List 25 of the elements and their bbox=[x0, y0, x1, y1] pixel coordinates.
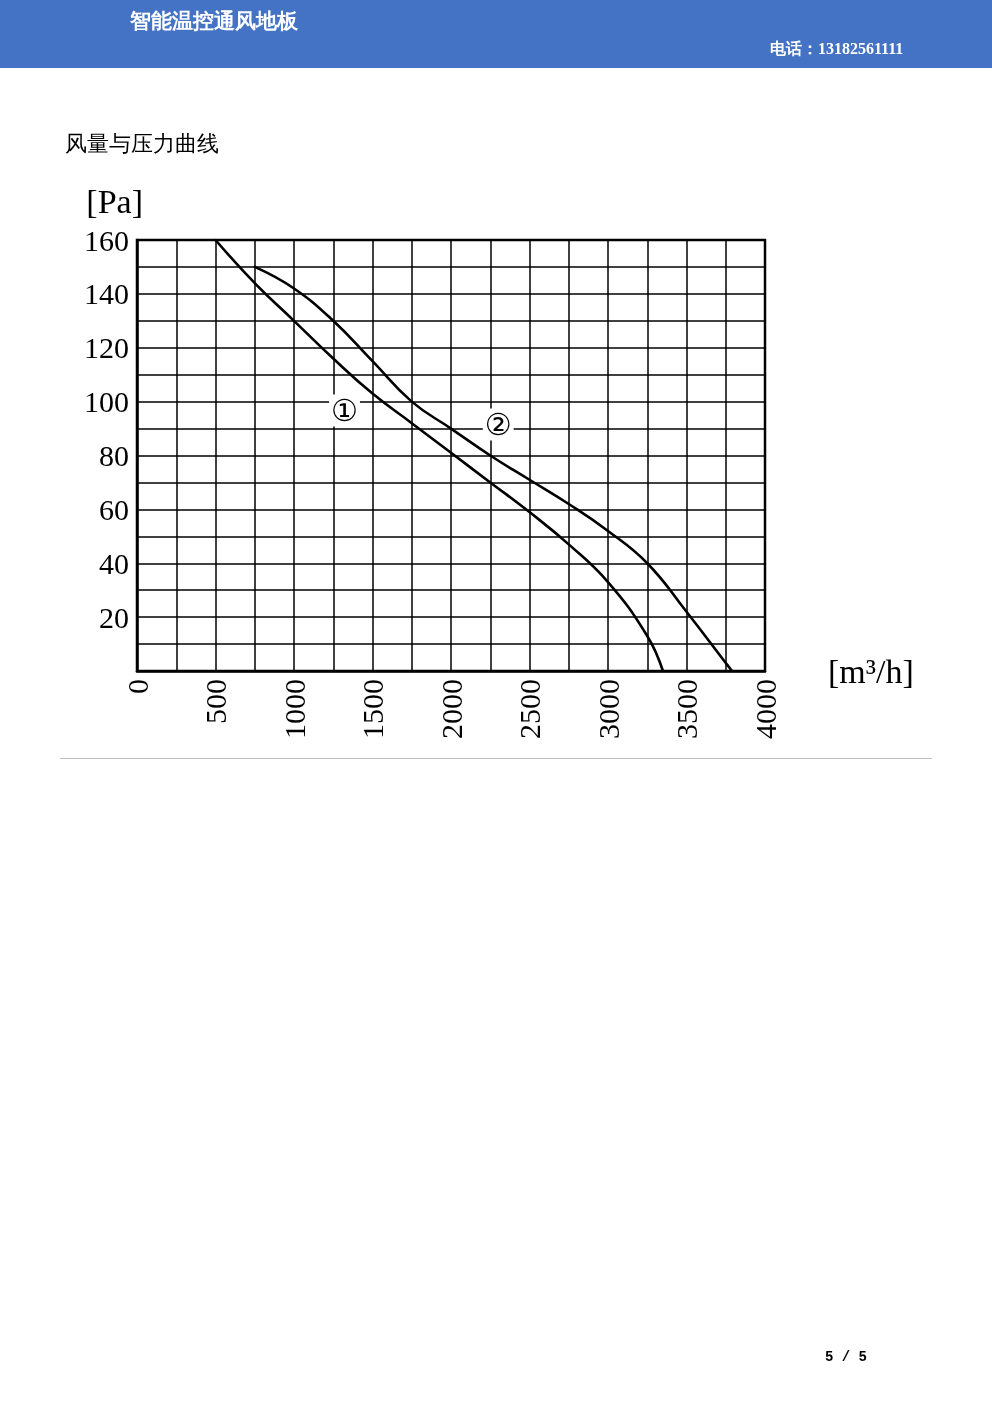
y-axis-title: [Pa] bbox=[86, 182, 143, 220]
x-tick-label: 3000 bbox=[591, 679, 625, 739]
x-tick-label: 3500 bbox=[670, 679, 703, 739]
y-tick-label: 60 bbox=[99, 492, 129, 526]
text: 电话：13182561111 bbox=[770, 39, 904, 59]
series-label: ② bbox=[484, 407, 512, 442]
y-tick-label: 40 bbox=[99, 546, 129, 580]
y-tick-label: 160 bbox=[84, 223, 129, 257]
text: 智能温控通风地板 bbox=[130, 8, 298, 35]
y-tick-label: 100 bbox=[84, 385, 129, 419]
text: 5 / 5 bbox=[825, 1349, 868, 1365]
x-tick-label: 500 bbox=[199, 679, 232, 724]
y-tick-label: 80 bbox=[99, 439, 129, 472]
x-tick-label: 2000 bbox=[434, 679, 468, 739]
x-axis-title: [m³/h] bbox=[828, 652, 914, 690]
y-tick-label: 20 bbox=[99, 600, 129, 634]
y-tick-label: 140 bbox=[84, 277, 129, 311]
chart-title: 风量与压力曲线 bbox=[65, 130, 219, 156]
x-tick-label: 1500 bbox=[356, 679, 389, 739]
x-tick-label: 2500 bbox=[513, 679, 546, 739]
series-label: ① bbox=[331, 393, 358, 429]
x-tick-label: 0 bbox=[120, 679, 154, 694]
x-tick-label: 1000 bbox=[277, 679, 311, 739]
x-tick-label: 4000 bbox=[748, 679, 782, 739]
y-tick-label: 120 bbox=[84, 331, 129, 365]
